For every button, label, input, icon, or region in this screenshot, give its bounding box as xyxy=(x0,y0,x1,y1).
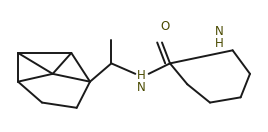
Text: N
H: N H xyxy=(215,25,224,50)
Text: O: O xyxy=(160,20,169,33)
Text: H
N: H N xyxy=(137,69,146,94)
